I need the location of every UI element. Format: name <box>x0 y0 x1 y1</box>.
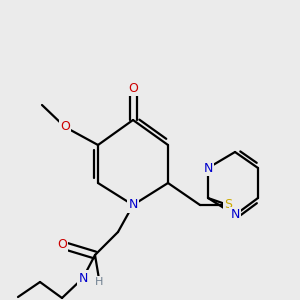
Text: O: O <box>128 82 138 94</box>
Text: S: S <box>224 199 232 212</box>
Text: N: N <box>203 161 213 175</box>
Text: N: N <box>230 208 240 221</box>
Text: O: O <box>60 121 70 134</box>
Text: H: H <box>95 277 103 287</box>
Text: O: O <box>57 238 67 251</box>
Text: N: N <box>128 199 138 212</box>
Text: N: N <box>78 272 88 284</box>
